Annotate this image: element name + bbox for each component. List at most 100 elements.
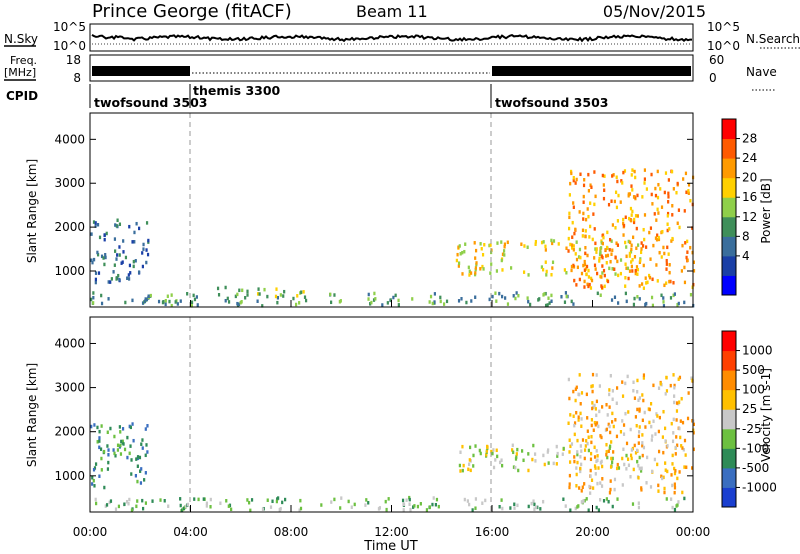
echo-cell (532, 443, 535, 448)
echo-cell (411, 297, 414, 301)
echo-cell (564, 291, 568, 295)
echo-cell (587, 435, 590, 440)
echo-cell (613, 267, 616, 271)
echo-cell (123, 502, 126, 506)
ytick-label: 4000 (54, 336, 85, 350)
echo-cell (586, 441, 589, 446)
echo-cell (517, 293, 520, 298)
echo-cell (495, 269, 499, 273)
echo-cell (638, 455, 641, 460)
echo-cell (589, 474, 592, 478)
echo-cell (657, 182, 660, 187)
echo-cell (515, 291, 518, 295)
echo-cell (256, 292, 260, 296)
velocity-echoes (90, 372, 696, 513)
echo-cell (660, 255, 663, 259)
echo-cell (685, 255, 688, 260)
echo-cell (532, 499, 535, 503)
echo-cell (676, 443, 679, 448)
nsearch-tick-bottom: 10^0 (707, 39, 740, 53)
echo-cell (587, 284, 590, 289)
echo-cell (109, 426, 112, 431)
echo-cell (534, 239, 537, 244)
echo-cell (614, 255, 617, 260)
echo-cell (129, 271, 132, 275)
echo-cell (144, 297, 147, 301)
echo-cell (620, 179, 623, 183)
echo-cell (520, 242, 523, 246)
echo-cell (103, 237, 106, 242)
echo-cell (136, 499, 139, 503)
echo-cell (241, 288, 244, 293)
echo-cell (677, 377, 680, 381)
echo-cell (112, 270, 115, 274)
echo-cell (605, 245, 609, 250)
echo-cell (445, 299, 449, 304)
echo-cell (552, 461, 555, 466)
echo-cell (567, 377, 570, 382)
echo-cell (583, 262, 587, 267)
echo-cell (606, 413, 609, 417)
echo-cell (692, 422, 696, 427)
echo-cell (663, 486, 666, 491)
echo-cell (687, 391, 690, 395)
echo-cell (625, 254, 628, 259)
echo-cell (594, 466, 597, 470)
echo-cell (666, 245, 669, 250)
echo-cell (608, 446, 611, 450)
echo-cell (673, 471, 677, 476)
echo-cell (608, 392, 611, 397)
echo-cell (603, 284, 606, 289)
echo-cell (605, 453, 608, 457)
echo-cell (633, 169, 636, 174)
echo-cell (595, 373, 598, 377)
echo-cell (248, 500, 251, 505)
echo-cell (659, 382, 662, 386)
echo-cell (120, 439, 123, 444)
echo-cell (687, 189, 690, 193)
echo-cell (365, 498, 368, 502)
echo-cell (630, 264, 633, 269)
echo-cell (614, 418, 617, 422)
echo-cell (605, 402, 608, 407)
echo-cell (569, 169, 573, 174)
echo-cell (562, 497, 565, 501)
echo-cell (691, 378, 694, 383)
echo-cell (577, 504, 580, 508)
echo-cell (612, 450, 615, 454)
velocity-yticks: 1000 2000 3000 4000 (54, 336, 693, 483)
echo-cell (378, 506, 382, 510)
echo-cell (543, 292, 546, 296)
colorbar-tick-label: 20 (742, 171, 757, 185)
echo-cell (202, 497, 205, 501)
echo-cell (636, 295, 639, 299)
echo-cell (576, 450, 579, 454)
echo-cell (186, 292, 189, 296)
echo-cell (625, 299, 628, 304)
echo-cell (666, 228, 669, 233)
echo-cell (610, 252, 613, 256)
echo-cell (628, 269, 632, 273)
echo-cell (249, 508, 252, 513)
echo-cell (673, 490, 676, 495)
echo-cell (616, 243, 620, 247)
echo-cell (481, 264, 484, 269)
xtick-label: 16:00 (475, 525, 510, 539)
echo-cell (433, 292, 436, 296)
echo-cell (611, 456, 614, 461)
colorbar-swatch (722, 119, 736, 140)
echo-cell (584, 267, 588, 271)
power-ylabel: Slant Range [km] (25, 159, 39, 263)
echo-cell (683, 496, 686, 501)
echo-cell (590, 278, 594, 283)
echo-cell (629, 453, 633, 458)
echo-cell (616, 219, 620, 223)
echo-cell (92, 301, 95, 305)
echo-cell (572, 244, 575, 248)
echo-cell (642, 376, 645, 380)
echo-cell (653, 457, 656, 462)
echo-cell (608, 237, 612, 242)
echo-cell (367, 297, 370, 301)
echo-cell (511, 443, 514, 448)
echo-cell (656, 462, 659, 467)
